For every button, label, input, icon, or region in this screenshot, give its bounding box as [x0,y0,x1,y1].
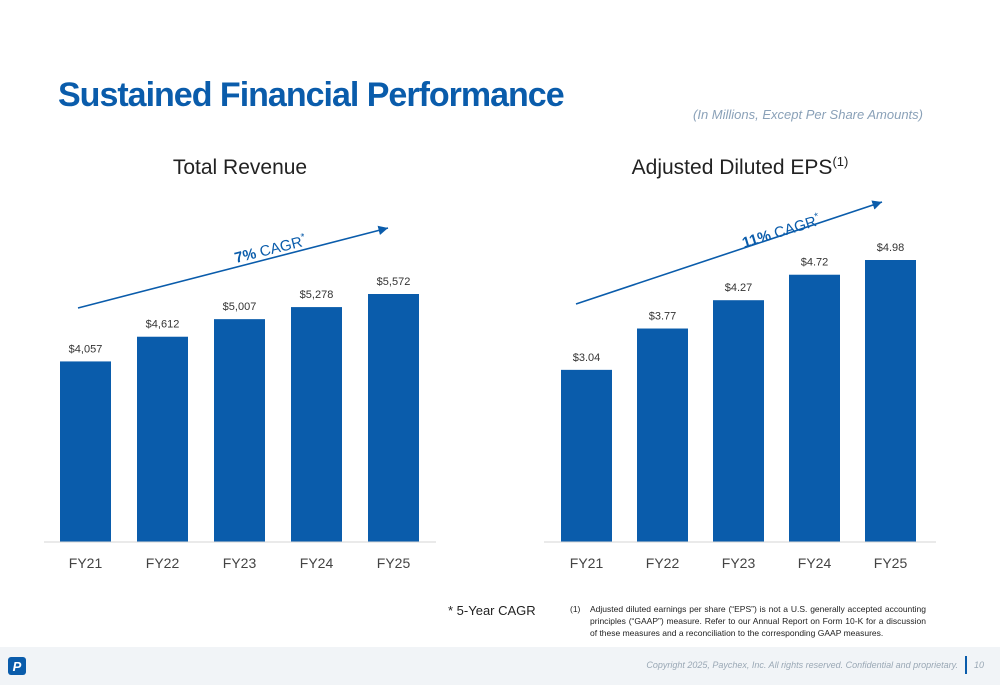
footer: P Copyright 2025, Paychex, Inc. All righ… [0,647,1000,685]
footnote-text: Adjusted diluted earnings per share (“EP… [590,604,926,638]
bar-fy23 [713,300,764,542]
units-note: (In Millions, Except Per Share Amounts) [693,107,923,122]
page-title: Sustained Financial Performance [58,76,565,114]
chart-title: Adjusted Diluted EPS(1) [631,154,849,179]
cagr-trend-arrow [77,225,389,309]
bar-value-label: $5,572 [377,276,411,288]
bar-value-label: $5,007 [223,301,257,313]
cagr-label: 11% CAGR* [740,211,822,252]
cagr-asterisk: * [300,232,307,244]
revenue-chart: Total Revenue $4,057 FY21 $4,612 FY22 $5,007… [40,140,440,590]
chart-title: Total Revenue [172,156,308,179]
company-logo-icon: P [8,657,26,675]
x-tick-label: FY21 [69,555,103,571]
x-tick-label: FY22 [146,555,180,571]
cagr-percent: 7% [233,245,258,267]
bar-value-label: $4,612 [146,319,180,331]
bar-fy25 [865,260,916,542]
cagr-percent: 11% [740,227,773,252]
bar-value-label: $3.04 [573,352,601,364]
bar-fy23 [214,319,265,542]
eps-chart-svg: $3.04 FY21 $3.77 FY22 $4.27 FY23 $4.72 FY24 $4.9… [544,200,936,571]
bar-value-label: $4.72 [801,257,829,269]
x-tick-label: FY23 [722,555,756,571]
bar-fy21 [561,369,612,542]
x-tick-label: FY25 [874,555,908,571]
bar-fy24 [291,307,342,542]
bar-value-label: $5,278 [300,289,334,301]
cagr-text: CAGR [254,234,304,262]
bar-fy22 [637,328,688,542]
bar-value-label: $3.77 [649,311,677,323]
x-tick-label: FY25 [377,555,411,571]
page-number: 10 [973,660,984,670]
eps-footnote: (1) Adjusted diluted earnings per share … [570,603,926,639]
x-tick-label: FY24 [300,555,334,571]
x-tick-label: FY22 [646,555,680,571]
bar-value-label: $4,057 [69,343,103,355]
bar-fy21 [60,361,111,542]
bar-value-label: $4.27 [725,282,753,294]
x-tick-label: FY21 [570,555,604,571]
cagr-label: 7% CAGR* [233,232,308,267]
eps-chart: Adjusted Diluted EPS(1) $3.04 FY21 $3.77 FY… [540,140,940,590]
revenue-chart-svg: $4,057 FY21 $4,612 FY22 $5,007 FY23 $5,278 FY24… [44,225,436,571]
cagr-trend-arrow [575,200,883,305]
cagr-asterisk: * [813,211,820,223]
bar-value-label: $4.98 [877,242,905,254]
cagr-footnote: * 5-Year CAGR [448,603,536,618]
page-divider [965,656,967,674]
copyright: Copyright 2025, Paychex, Inc. All rights… [646,660,958,670]
x-tick-label: FY23 [223,555,257,571]
bar-fy25 [368,294,419,542]
footnote-marker: (1) [570,604,581,614]
x-tick-label: FY24 [798,555,832,571]
bar-fy22 [137,336,188,542]
bar-fy24 [789,274,840,542]
cagr-text: CAGR [768,213,819,243]
